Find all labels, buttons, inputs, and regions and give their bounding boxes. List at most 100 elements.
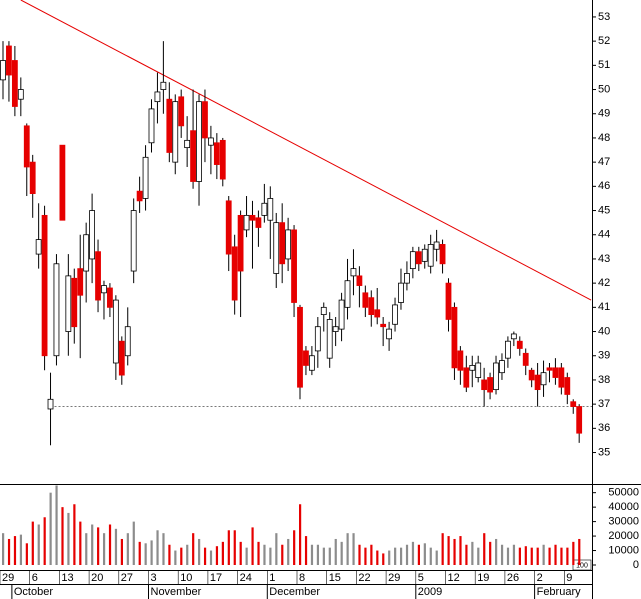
volume-bar — [97, 527, 100, 565]
volume-bar — [168, 544, 171, 565]
volume-bar — [215, 546, 219, 565]
x-tick-label: 9 — [566, 572, 572, 584]
volume-bar — [67, 512, 70, 565]
volume-bar — [269, 547, 272, 565]
candle-body — [415, 251, 422, 265]
candle-body — [53, 263, 60, 357]
x-tick-label: 2 — [537, 572, 543, 584]
candle-body — [231, 246, 238, 301]
candle-body — [0, 60, 6, 81]
candle-body — [107, 287, 113, 308]
x-tick-label: 20 — [91, 572, 103, 584]
candle-body — [510, 333, 517, 340]
candle-body — [570, 401, 577, 407]
candle-body — [576, 406, 583, 434]
volume-bar — [287, 538, 290, 565]
candle-body — [291, 229, 297, 303]
volume-bar — [459, 536, 462, 565]
candle-body — [285, 229, 292, 260]
volume-tick-label: 10000 — [608, 544, 639, 556]
candle-body — [255, 217, 262, 228]
volume-bar — [512, 544, 516, 565]
volume-bar — [352, 533, 355, 565]
volume-bar — [376, 550, 379, 565]
volume-bar — [180, 547, 183, 565]
volume-bar — [542, 544, 545, 565]
candle-body — [47, 398, 54, 410]
volume-bar — [156, 530, 159, 565]
candle-body — [392, 304, 398, 325]
volume-bar — [198, 538, 201, 565]
volume-bar — [358, 544, 361, 565]
volume-bar — [257, 541, 260, 565]
candle-body — [243, 214, 250, 231]
candle-body — [202, 101, 208, 139]
candle-body — [487, 377, 493, 393]
candle-body — [196, 101, 202, 182]
candle-body — [374, 309, 381, 318]
candle-body — [184, 139, 191, 149]
candle-body — [409, 251, 416, 270]
volume-bar — [108, 524, 112, 565]
volume-bar — [102, 533, 106, 565]
volume-bar — [447, 536, 450, 565]
candle-body — [190, 130, 196, 182]
volume-bar — [388, 550, 391, 565]
volume-tick-label: 40000 — [608, 501, 639, 513]
y-tick-label: 44 — [598, 229, 610, 241]
candle-body — [362, 292, 369, 308]
candle-body — [6, 45, 12, 76]
candle-body — [326, 319, 333, 359]
x-tick-label: 6 — [32, 572, 38, 584]
y-tick-label: 52 — [598, 35, 610, 47]
volume-bar — [245, 547, 248, 565]
volume-bar — [477, 547, 480, 565]
volume-bar — [251, 527, 254, 565]
volume-bar — [310, 544, 314, 565]
candle-body — [267, 198, 274, 221]
volume-bar — [441, 533, 444, 565]
volume-bar — [560, 547, 563, 565]
volume-tick-label: 20000 — [608, 530, 639, 542]
volume-bar — [465, 544, 468, 565]
month-label: November — [151, 586, 202, 598]
candle-body — [522, 352, 529, 366]
volume-bar — [506, 547, 510, 565]
candle-body — [386, 328, 393, 340]
x-tick-label: 12 — [448, 572, 460, 584]
candle-body — [112, 299, 119, 364]
candle-body — [225, 200, 232, 255]
y-tick-label: 42 — [598, 277, 610, 289]
volume-bar — [328, 547, 331, 565]
volume-bar — [316, 544, 320, 565]
candle-body — [95, 251, 101, 301]
volume-bar — [192, 533, 195, 565]
volume-bar — [293, 530, 296, 565]
month-label: October — [14, 586, 53, 598]
candle-body — [35, 239, 42, 255]
volume-bar — [37, 524, 40, 565]
candle-body — [172, 101, 179, 163]
candle-body — [219, 139, 226, 180]
y-tick-label: 40 — [598, 325, 610, 337]
candle-body — [279, 222, 286, 265]
volume-bar — [411, 541, 415, 565]
volume-bar — [423, 543, 426, 565]
volume-bar — [239, 541, 242, 565]
volume-bar — [79, 521, 82, 565]
candle-body — [475, 362, 482, 378]
y-tick-label: 51 — [598, 59, 610, 71]
candle-body — [303, 350, 309, 366]
volume-bar — [346, 533, 349, 565]
volume-bar — [322, 547, 325, 565]
candle-body — [77, 268, 84, 296]
candle-body — [320, 306, 327, 315]
candle-body — [398, 282, 404, 303]
volume-bar — [49, 492, 52, 565]
volume-bar — [132, 521, 135, 565]
volume-bar — [73, 504, 76, 565]
x-tick-label: 26 — [507, 572, 519, 584]
volume-bar — [554, 544, 557, 565]
volume-bar — [209, 550, 213, 565]
volume-bar — [162, 533, 165, 565]
